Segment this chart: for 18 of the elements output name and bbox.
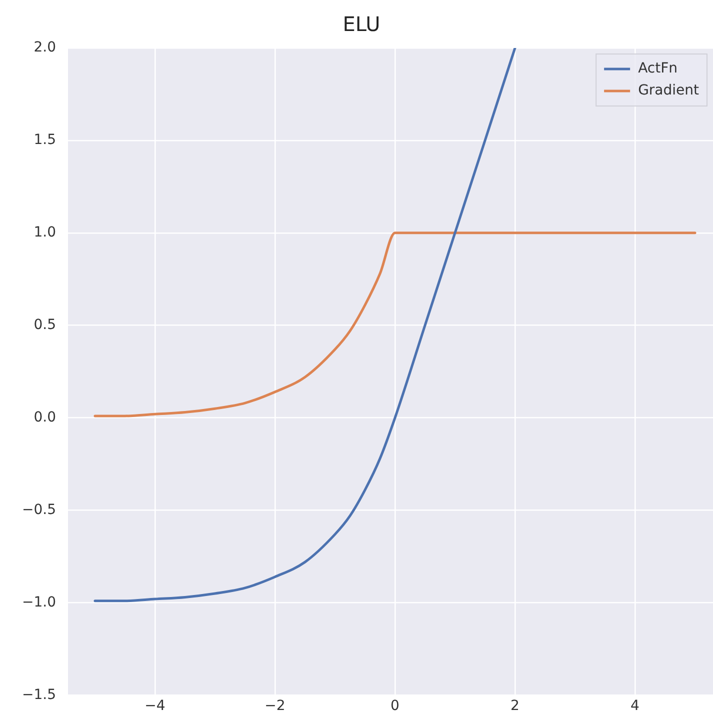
y-tick-label: 1.0 [34,224,56,241]
x-tick-label: 4 [630,698,640,714]
y-tick-label: 1.5 [34,132,56,148]
y-tick-label: 2.0 [34,40,56,56]
line-series [94,232,696,418]
x-tick-label: −2 [264,698,286,714]
legend-label: Gradient [638,82,700,99]
line-series [94,48,516,602]
chart-title: ELU [342,12,380,36]
y-tick-label: 0.0 [34,409,56,426]
y-tick-label: −0.5 [22,502,56,518]
y-tick-label: −1.5 [22,686,56,703]
legend-label: ActFn [638,60,678,77]
y-tick-label: 0.5 [34,317,56,334]
x-tick-label: 0 [390,698,400,714]
y-tick-label: −1.0 [22,594,56,610]
x-tick-label: 2 [510,698,520,714]
x-tick-label: −4 [144,698,166,714]
